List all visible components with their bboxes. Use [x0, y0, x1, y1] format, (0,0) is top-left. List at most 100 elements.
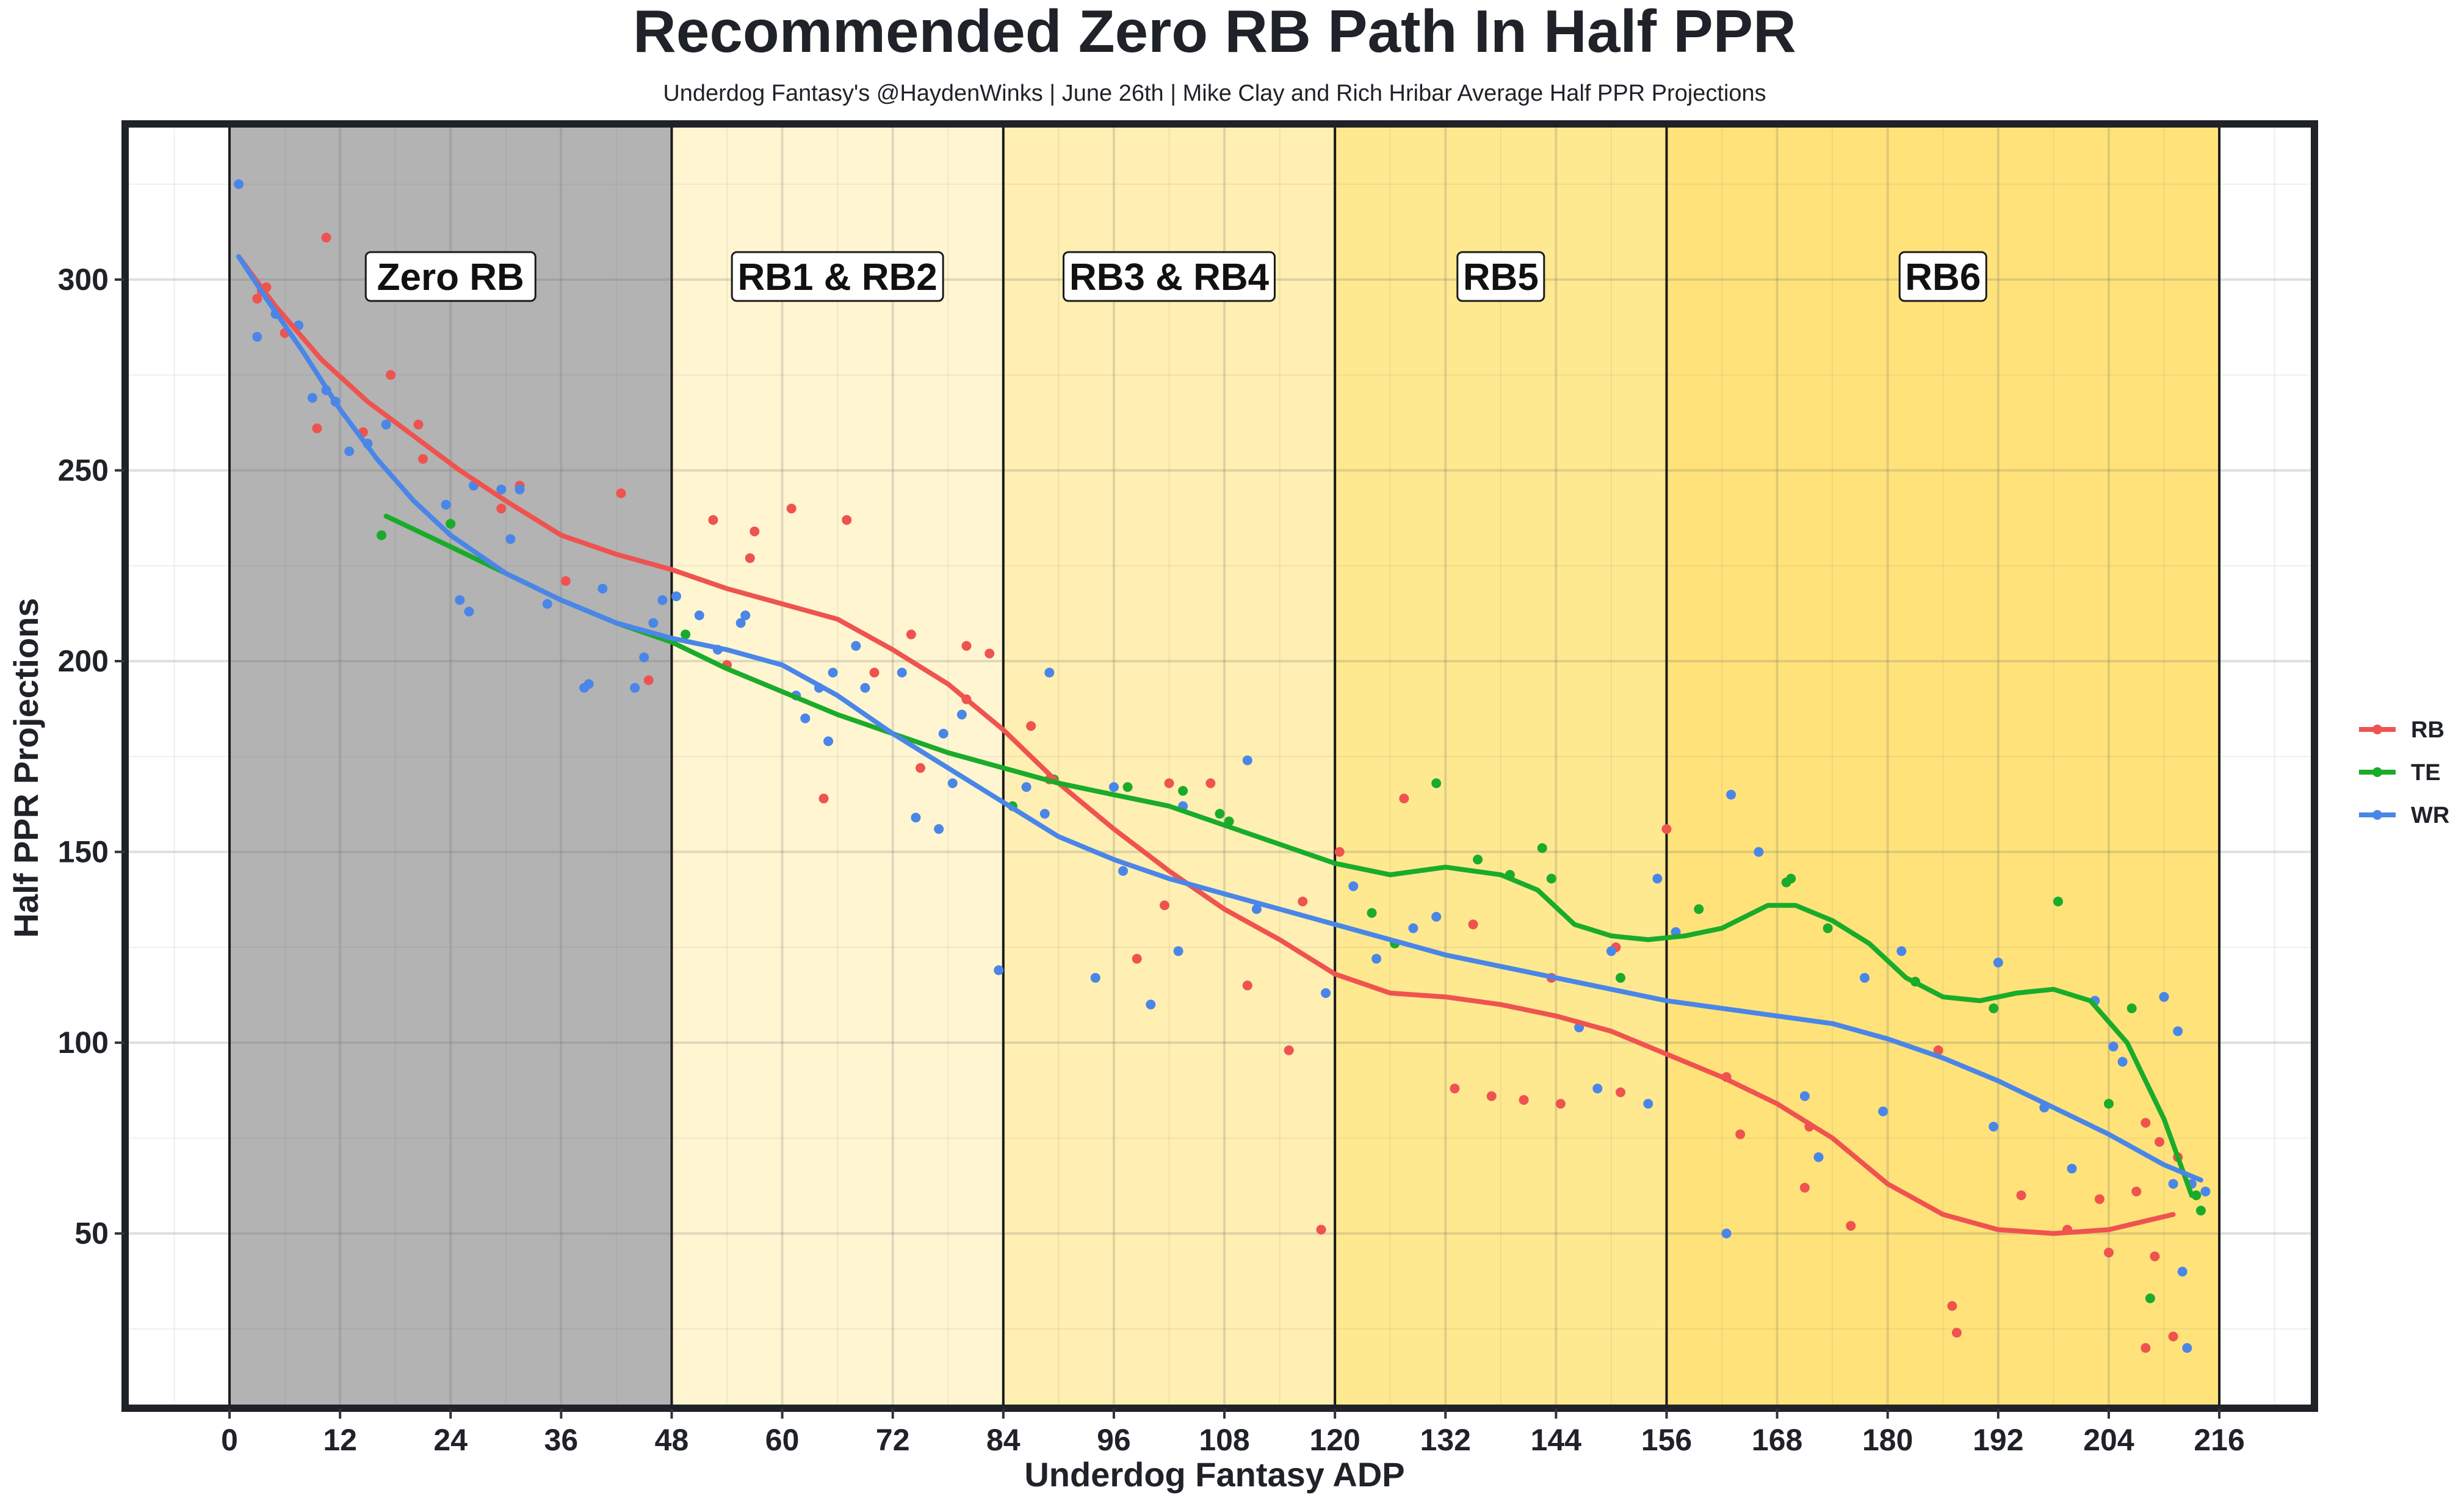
data-point-wr [2200, 1186, 2211, 1196]
data-point-wr [344, 446, 355, 457]
data-point-wr [851, 641, 861, 651]
data-point-te [1823, 923, 1833, 933]
data-point-rb [2131, 1186, 2142, 1196]
data-point-wr [2177, 1267, 2188, 1277]
data-point-wr [1606, 946, 1616, 957]
y-tick-label: 250 [58, 454, 109, 488]
data-point-wr [860, 682, 870, 693]
data-point-wr [2067, 1163, 2077, 1174]
x-tick-label: 72 [876, 1423, 910, 1457]
data-point-wr [1878, 1106, 1888, 1116]
data-point-wr [2173, 1026, 2183, 1036]
x-tick-label: 120 [1309, 1423, 1360, 1457]
data-point-rb [1334, 847, 1345, 857]
data-point-rb [1450, 1083, 1460, 1094]
data-point-rb [708, 515, 718, 525]
data-point-wr [2108, 1041, 2119, 1052]
data-point-te [1537, 843, 1547, 853]
legend: RB TE WR [2359, 717, 2449, 828]
data-point-rb [413, 419, 424, 430]
x-tick-label: 0 [221, 1423, 238, 1457]
data-point-rb [1399, 794, 1409, 804]
data-point-rb [2141, 1343, 2151, 1353]
data-point-rb [417, 454, 428, 464]
data-point-rb [961, 641, 972, 651]
data-point-rb [906, 629, 916, 640]
data-point-wr [956, 709, 967, 720]
data-point-wr [630, 682, 640, 693]
data-point-wr [307, 392, 317, 403]
trend-line-wr [236, 254, 2203, 1183]
data-point-wr [505, 534, 516, 544]
data-point-wr [800, 713, 811, 723]
data-point-rb [2103, 1247, 2114, 1257]
zone-label: RB6 [1905, 256, 1981, 298]
data-point-te [1122, 782, 1133, 792]
data-point-wr [1726, 789, 1736, 800]
data-point-wr [234, 179, 244, 189]
data-point-rb [1735, 1129, 1746, 1140]
data-point-wr [735, 618, 746, 628]
data-point-rb [1205, 778, 1216, 789]
data-point-wr [1989, 1121, 1999, 1132]
x-axis-label: Underdog Fantasy ADP [1024, 1455, 1404, 1494]
data-point-te [2195, 1206, 2206, 1216]
legend-label-wr: WR [2411, 803, 2449, 828]
data-point-rb [2016, 1190, 2026, 1201]
trend-line-rb [236, 254, 2176, 1236]
x-tick-label: 204 [2083, 1423, 2134, 1457]
x-tick-label: 84 [986, 1423, 1021, 1457]
data-point-rb [1316, 1224, 1326, 1235]
data-point-wr [657, 595, 668, 606]
data-point-te [1786, 873, 1796, 884]
data-point-wr [1408, 923, 1418, 933]
data-point-wr [496, 484, 507, 494]
data-point-te [1178, 786, 1188, 796]
chart-title: Recommended Zero RB Path In Half PPR [633, 0, 1796, 65]
zone-label: RB1 & RB2 [737, 256, 937, 298]
data-point-te [2053, 896, 2063, 906]
data-point-wr [1321, 988, 1331, 998]
data-point-wr [2159, 992, 2169, 1002]
data-point-rb [1555, 1099, 1566, 1109]
data-point-wr [1592, 1083, 1603, 1094]
data-point-wr [1118, 866, 1129, 876]
x-tick-label: 96 [1097, 1423, 1131, 1457]
data-point-rb [1468, 919, 1478, 930]
x-tick-label: 168 [1752, 1423, 1802, 1457]
data-point-wr [1146, 999, 1156, 1010]
data-point-wr [1242, 755, 1252, 765]
data-point-rb [2150, 1251, 2160, 1262]
data-point-wr [542, 599, 552, 609]
data-point-te [2191, 1190, 2202, 1201]
data-point-rb [496, 504, 507, 514]
legend-label-te: TE [2411, 760, 2441, 786]
plot-border [121, 120, 2318, 1412]
data-point-rb [1242, 980, 1252, 991]
data-point-wr [1754, 847, 1764, 857]
y-tick-label: 200 [58, 644, 109, 678]
data-point-te [1546, 873, 1556, 884]
data-point-wr [598, 584, 608, 594]
data-point-wr [823, 736, 834, 747]
data-point-wr [2117, 1057, 2128, 1067]
data-point-rb [386, 370, 396, 380]
data-point-te [1694, 904, 1704, 914]
x-tick-label: 12 [323, 1423, 357, 1457]
trend-line-te [383, 513, 2194, 1198]
x-tick-label: 144 [1531, 1423, 1582, 1457]
data-point-wr [1993, 957, 2003, 968]
data-point-rb [252, 294, 262, 304]
data-point-wr [1721, 1228, 1732, 1239]
y-tick-label: 150 [58, 835, 109, 869]
data-point-rb [1799, 1182, 1810, 1193]
zone-label: Zero RB [377, 256, 524, 298]
data-point-rb [1947, 1301, 1957, 1311]
data-point-wr [2168, 1179, 2178, 1189]
data-point-rb [869, 667, 880, 678]
zone-label-box-2 [1062, 251, 1276, 302]
data-point-rb [2168, 1331, 2178, 1342]
data-point-wr [639, 652, 649, 662]
y-tick-label: 50 [74, 1217, 109, 1251]
